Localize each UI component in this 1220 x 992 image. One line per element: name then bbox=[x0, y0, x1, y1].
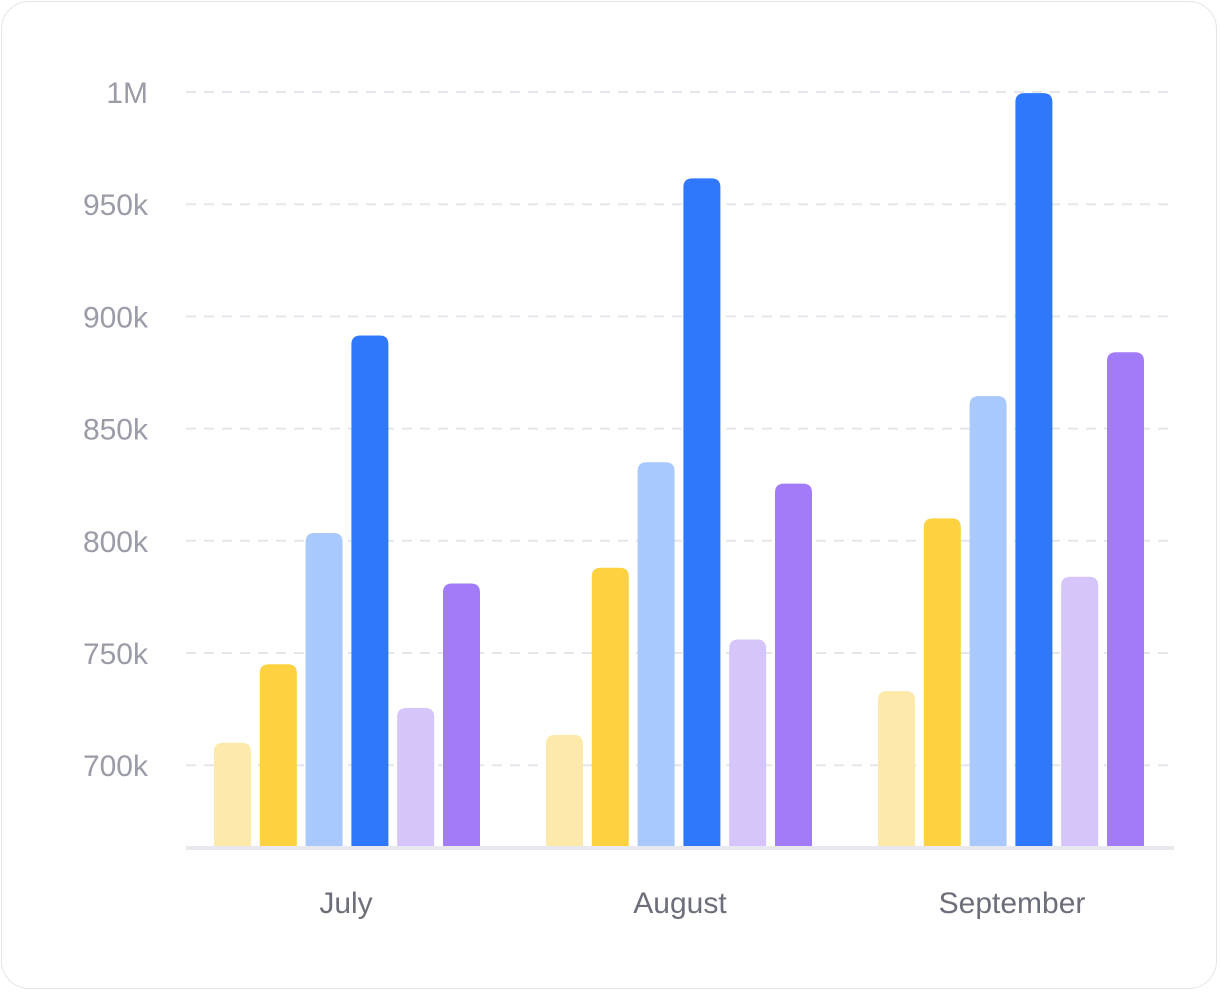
y-tick-label: 750k bbox=[83, 638, 149, 671]
gridlines bbox=[186, 91, 1174, 767]
x-category-label: July bbox=[319, 887, 372, 920]
bar-july-series-6 bbox=[443, 583, 480, 846]
y-tick-label: 900k bbox=[83, 301, 149, 334]
bars bbox=[214, 93, 1144, 847]
bar-september-series-3 bbox=[969, 396, 1007, 846]
bar-august-series-5 bbox=[729, 639, 767, 846]
bar-august-series-1 bbox=[546, 734, 583, 846]
x-axis-labels: July August September bbox=[319, 887, 1085, 920]
y-tick-label: 1M bbox=[106, 77, 148, 110]
bar-july-series-2 bbox=[259, 664, 297, 846]
bar-september-series-4 bbox=[1015, 93, 1053, 847]
bar-august-series-6 bbox=[775, 483, 812, 846]
y-axis-ticks: 700k 750k 800k 850k 900k 950k 1M bbox=[83, 77, 149, 783]
bar-august-series-4 bbox=[683, 178, 721, 847]
bar-september-series-5 bbox=[1061, 576, 1099, 846]
y-tick-label: 700k bbox=[83, 750, 149, 783]
bar-july-series-5 bbox=[397, 707, 435, 846]
x-category-label: September bbox=[939, 887, 1086, 920]
x-category-label: August bbox=[633, 887, 727, 920]
bar-august-series-3 bbox=[637, 462, 675, 846]
bar-august-series-2 bbox=[591, 567, 629, 846]
bar-september-series-2 bbox=[923, 518, 961, 846]
bar-july-series-1 bbox=[214, 742, 251, 846]
bar-july-series-4 bbox=[351, 335, 389, 846]
y-tick-label: 850k bbox=[83, 414, 149, 447]
bar-september-series-6 bbox=[1107, 352, 1144, 846]
bar-september-series-1 bbox=[878, 691, 915, 846]
bar-july-series-3 bbox=[305, 532, 343, 846]
y-tick-label: 950k bbox=[83, 189, 149, 222]
y-tick-label: 800k bbox=[83, 526, 149, 559]
